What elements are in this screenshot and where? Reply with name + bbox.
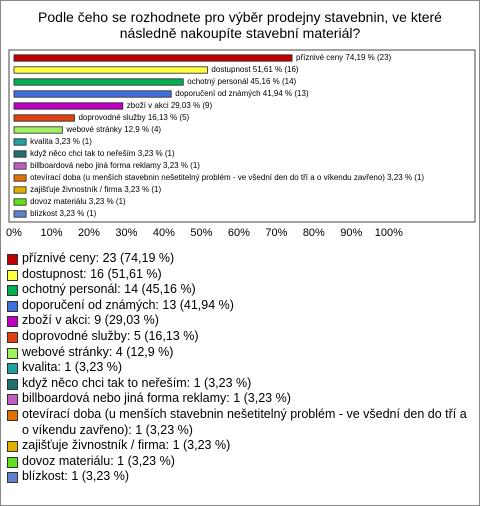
bar	[13, 186, 27, 194]
legend-item: otevírací doba (u menších stavebnin neše…	[7, 407, 475, 438]
legend-item: doprovodné služby: 5 (16,13 %)	[7, 329, 475, 345]
value-label: webové stránky 12,9 % (4)	[65, 125, 161, 134]
legend-label: webové stránky: 4 (12,9 %)	[22, 344, 174, 359]
x-tick-label: 0%	[6, 227, 22, 239]
x-tick-label: 70%	[265, 227, 287, 239]
bar	[13, 54, 293, 62]
legend-label: doprovodné služby: 5 (16,13 %)	[22, 328, 199, 343]
legend-item: doporučení od známých: 13 (41,94 %)	[7, 298, 475, 314]
legend-label: otevírací doba (u menších stavebnin neše…	[22, 406, 467, 437]
legend: příznivé ceny: 23 (74,19 %) dostupnost: 1…	[7, 251, 475, 485]
bar	[13, 90, 172, 98]
legend-swatch	[7, 300, 18, 312]
legend-label: blízkost: 1 (3,23 %)	[22, 469, 129, 484]
value-label: zboží v akci 29,03 % (9)	[127, 101, 213, 110]
value-label: dostupnost 51,61 % (16)	[211, 65, 299, 74]
legend-swatch	[7, 285, 18, 297]
chart: 0% 10% 20% 30% 40% 50% 60% 70% 80% 90% 100% přízniv…	[6, 49, 476, 239]
legend-item: dostupnost: 16 (51,61 %)	[7, 267, 475, 283]
value-label: billboardová nebo jiná forma reklamy 3,2…	[30, 161, 200, 170]
value-label: kvalita 3,23 % (1)	[30, 137, 92, 146]
legend-swatch	[7, 254, 18, 265]
bar	[13, 198, 27, 206]
legend-item: ochotný personál: 14 (45,16 %)	[7, 282, 475, 298]
legend-swatch	[7, 331, 18, 343]
value-label: zajišťuje živnostník / firma 3,23 % (1)	[30, 185, 161, 194]
legend-swatch	[7, 441, 18, 453]
value-label: doprovodné služby 16,13 % (5)	[78, 113, 189, 122]
legend-label: ochotný personál: 14 (45,16 %)	[22, 282, 196, 297]
x-tick-label: 50%	[190, 227, 212, 239]
legend-item: zajišťuje živnostník / firma: 1 (3,23 %)	[7, 438, 475, 454]
x-tick-label: 30%	[115, 227, 137, 239]
legend-swatch	[7, 347, 18, 359]
bar	[13, 162, 27, 170]
bar	[13, 114, 75, 122]
legend-swatch	[7, 363, 18, 375]
legend-label: zajišťuje živnostník / firma: 1 (3,23 %)	[22, 438, 231, 453]
legend-label: příznivé ceny: 23 (74,19 %)	[22, 251, 175, 265]
x-tick-label: 40%	[153, 227, 175, 239]
legend-item: příznivé ceny: 23 (74,19 %)	[7, 251, 475, 267]
legend-swatch	[7, 456, 18, 468]
legend-item: zboží v akci: 9 (29,03 %)	[7, 313, 475, 329]
value-label: blízkost 3,23 % (1)	[30, 209, 97, 218]
legend-swatch	[7, 269, 18, 281]
legend-label: doporučení od známých: 13 (41,94 %)	[22, 297, 234, 312]
legend-swatch	[7, 472, 18, 484]
legend-swatch	[7, 409, 18, 421]
legend-swatch	[7, 394, 18, 406]
legend-label: zboží v akci: 9 (29,03 %)	[22, 313, 159, 328]
legend-item: blízkost: 1 (3,23 %)	[7, 469, 475, 485]
x-tick-label: 10%	[40, 227, 62, 239]
legend-item: kvalita: 1 (3,23 %)	[7, 360, 475, 376]
chart-title: Podle čeho se rozhodnete pro výběr prode…	[38, 9, 442, 41]
legend-swatch	[7, 316, 18, 328]
bar	[13, 126, 63, 134]
legend-item: když něco chci tak to neřeším: 1 (3,23 %…	[7, 376, 475, 392]
value-label: dovoz materiálu 3,23 % (1)	[30, 197, 126, 206]
x-tick-label: 100%	[375, 227, 403, 239]
x-tick-label: 80%	[303, 227, 325, 239]
value-label: otevírací doba (u menších stavebnin neše…	[30, 173, 424, 182]
legend-label: billboardová nebo jiná forma reklamy: 1 …	[22, 391, 291, 406]
value-label: když něco chci tak to neřeším 3,23 % (1)	[30, 149, 175, 158]
plot-frame	[8, 49, 476, 223]
bar	[13, 66, 208, 74]
x-tick-label: 20%	[78, 227, 100, 239]
value-label: příznivé ceny 74,19 % (23)	[296, 53, 391, 62]
bar	[13, 174, 27, 182]
value-label: ochotný personál 45,16 % (14)	[187, 77, 296, 86]
legend-label: dostupnost: 16 (51,61 %)	[22, 266, 162, 281]
legend-label: dovoz materiálu: 1 (3,23 %)	[22, 453, 175, 468]
legend-item: webové stránky: 4 (12,9 %)	[7, 345, 475, 361]
bar	[13, 210, 27, 218]
value-label: doporučení od známých 41,94 % (13)	[175, 89, 309, 98]
bar	[13, 102, 124, 110]
bar	[13, 150, 27, 158]
x-tick-label: 90%	[340, 227, 362, 239]
legend-item: dovoz materiálu: 1 (3,23 %)	[7, 454, 475, 470]
legend-label: když něco chci tak to neřeším: 1 (3,23 %…	[22, 375, 252, 390]
legend-label: kvalita: 1 (3,23 %)	[22, 360, 123, 375]
legend-swatch	[7, 378, 18, 390]
legend-item: billboardová nebo jiná forma reklamy: 1 …	[7, 391, 475, 407]
x-tick-label: 60%	[228, 227, 250, 239]
bar	[13, 138, 27, 146]
bar	[13, 78, 184, 86]
